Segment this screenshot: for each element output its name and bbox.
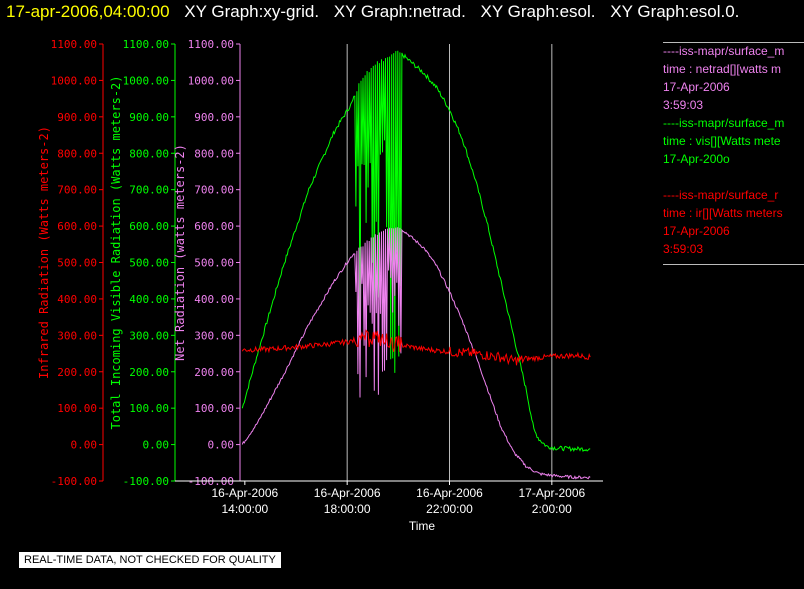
legend-vis-source: ----iss-mapr/surface_m [663, 116, 785, 130]
series-line-ir [241, 329, 591, 366]
y-tick-label-ir-9: 200.00 [57, 366, 97, 379]
y-tick-label-vis-10: 100.00 [129, 402, 169, 415]
x-tick-time-1: 18:00:00 [324, 502, 371, 516]
legend-netrad-var: time : netrad[][watts m [663, 62, 782, 76]
y-tick-label-ir-2: 900.00 [57, 111, 97, 124]
x-tick-date-0: 16-Apr-2006 [211, 486, 278, 500]
y-axis-label-netrad: Net Radiation (watts meters-2) [173, 144, 187, 361]
x-tick-time-3: 2:00:00 [532, 502, 572, 516]
y-tick-label-netrad-9: 200.00 [194, 366, 234, 379]
y-tick-label-ir-3: 800.00 [57, 147, 97, 160]
y-tick-label-vis-5: 600.00 [129, 220, 169, 233]
x-tick-time-2: 22:00:00 [426, 502, 473, 516]
y-tick-label-netrad-7: 400.00 [194, 293, 234, 306]
x-tick-date-2: 16-Apr-2006 [416, 486, 483, 500]
series-line-vis [241, 50, 591, 452]
legend-vis: ----iss-mapr/surface_m time : vis[][Watt… [663, 114, 784, 168]
legend-divider [663, 264, 804, 265]
x-tick-date-1: 16-Apr-2006 [314, 486, 381, 500]
y-tick-label-vis-11: 0.00 [143, 439, 170, 452]
y-tick-label-netrad-4: 700.00 [194, 184, 234, 197]
header-timestamp: 17-apr-2006,04:00:00 [6, 2, 170, 21]
y-tick-label-netrad-0: 1100.00 [188, 38, 234, 51]
y-tick-label-ir-4: 700.00 [57, 184, 97, 197]
series-line-netrad [241, 227, 591, 480]
y-tick-label-vis-3: 800.00 [129, 147, 169, 160]
legend-vis-var: time : vis[][Watts mete [663, 134, 781, 148]
y-tick-label-vis-0: 1100.00 [123, 38, 169, 51]
y-tick-label-vis-12: -100.00 [123, 475, 169, 488]
y-tick-label-vis-4: 700.00 [129, 184, 169, 197]
legend-ir-var: time : ir[][Watts meters [663, 206, 783, 220]
y-axis-label-vis: Total Incoming Visible Radiation (Watts … [109, 75, 123, 429]
legend-vis-date: 17-Apr-200o [663, 152, 730, 166]
y-tick-label-ir-7: 400.00 [57, 293, 97, 306]
legend-netrad: ----iss-mapr/surface_m time : netrad[][w… [663, 42, 784, 114]
header-graph-4[interactable]: XY Graph:esol.0. [610, 2, 740, 21]
y-tick-label-vis-7: 400.00 [129, 293, 169, 306]
legend-netrad-source: ----iss-mapr/surface_m [663, 44, 785, 58]
y-tick-label-netrad-3: 800.00 [194, 147, 234, 160]
x-tick-time-0: 14:00:00 [221, 502, 268, 516]
y-axis-label-ir: Infrared Radiation (Watts meters-2) [37, 126, 51, 379]
y-tick-label-ir-6: 500.00 [57, 257, 97, 270]
y-tick-label-ir-10: 100.00 [57, 402, 97, 415]
y-tick-label-netrad-6: 500.00 [194, 257, 234, 270]
legend-ir-time: 3:59:03 [663, 242, 704, 256]
y-tick-label-ir-8: 300.00 [57, 329, 97, 342]
y-tick-label-netrad-1: 1000.00 [188, 74, 234, 87]
y-tick-label-ir-1: 1000.00 [51, 74, 97, 87]
y-tick-label-vis-2: 900.00 [129, 111, 169, 124]
y-tick-label-ir-5: 600.00 [57, 220, 97, 233]
y-tick-label-netrad-2: 900.00 [194, 111, 234, 124]
quality-notice: REAL-TIME DATA, NOT CHECKED FOR QUALITY [18, 551, 282, 569]
header-graph-2[interactable]: XY Graph:netrad. [333, 2, 466, 21]
y-tick-label-vis-1: 1000.00 [123, 74, 169, 87]
y-tick-label-netrad-11: 0.00 [208, 439, 235, 452]
y-tick-label-ir-12: -100.00 [51, 475, 97, 488]
x-axis-label: Time [409, 519, 436, 533]
legend-netrad-time: 3:59:03 [663, 98, 704, 112]
legend-ir: ----iss-mapr/surface_r time : ir[][Watts… [663, 186, 804, 265]
header-graph-1[interactable]: XY Graph:xy-grid. [184, 2, 320, 21]
legend-top-rule [663, 42, 804, 43]
y-tick-label-vis-8: 300.00 [129, 329, 169, 342]
y-tick-label-ir-0: 1100.00 [51, 38, 97, 51]
legend-netrad-date: 17-Apr-2006 [663, 80, 730, 94]
y-tick-label-netrad-5: 600.00 [194, 220, 234, 233]
header: 17-apr-2006,04:00:00 XY Graph:xy-grid. X… [6, 2, 739, 22]
y-tick-label-netrad-8: 300.00 [194, 329, 234, 342]
x-tick-date-3: 17-Apr-2006 [518, 486, 585, 500]
header-graph-3[interactable]: XY Graph:esol. [480, 2, 596, 21]
y-tick-label-netrad-10: 100.00 [194, 402, 234, 415]
y-tick-label-ir-11: 0.00 [71, 439, 98, 452]
legend-ir-date: 17-Apr-2006 [663, 224, 730, 238]
y-tick-label-vis-6: 500.00 [129, 257, 169, 270]
y-tick-label-vis-9: 200.00 [129, 366, 169, 379]
legend-ir-source: ----iss-mapr/surface_r [663, 188, 779, 202]
